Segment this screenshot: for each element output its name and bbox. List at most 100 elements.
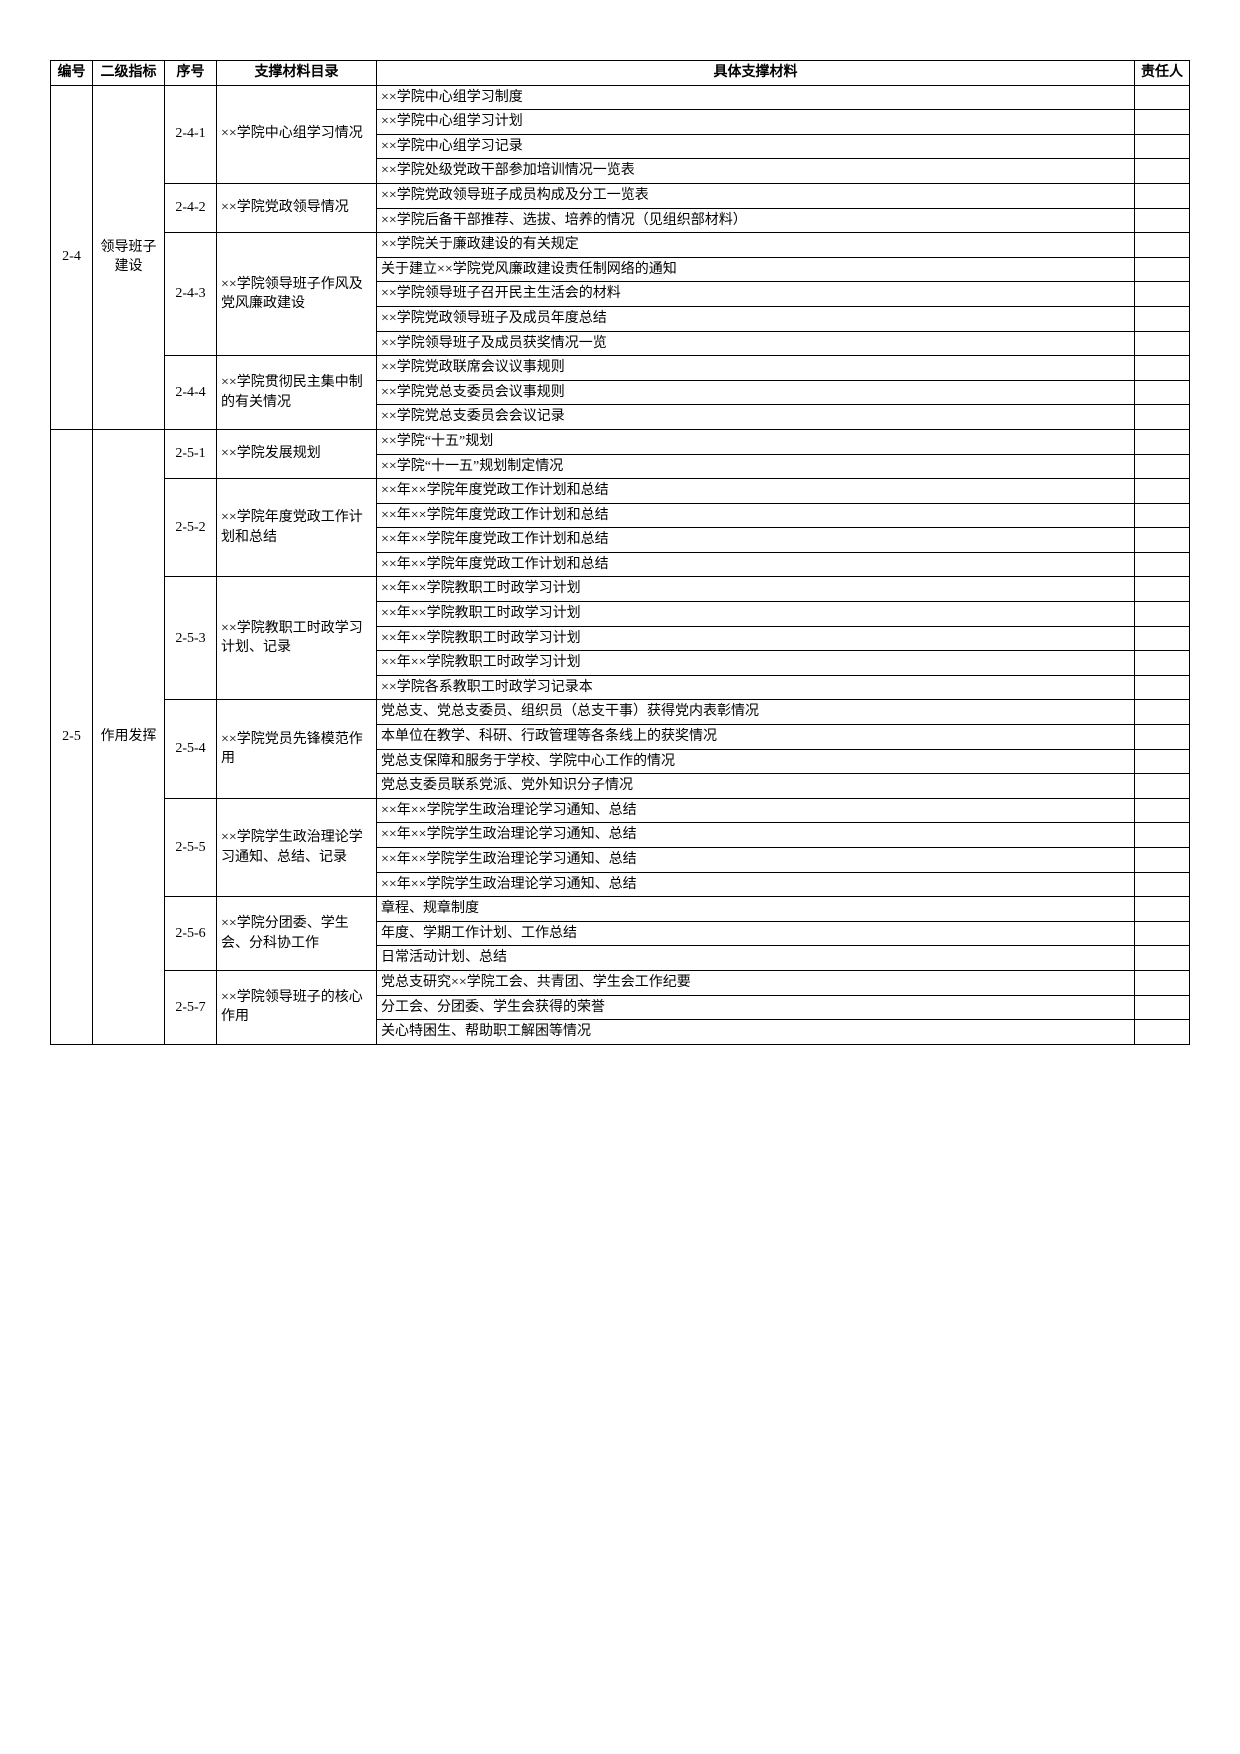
cell-zeren bbox=[1135, 626, 1190, 651]
cell-zhicheng: ××学院分团委、学生会、分科协工作 bbox=[217, 897, 377, 971]
cell-xuhao: 2-5-6 bbox=[165, 897, 217, 971]
cell-zeren bbox=[1135, 823, 1190, 848]
cell-zeren bbox=[1135, 872, 1190, 897]
cell-xuhao: 2-5-7 bbox=[165, 970, 217, 1044]
cell-zeren bbox=[1135, 774, 1190, 799]
cell-zeren bbox=[1135, 995, 1190, 1020]
cell-juti: 党总支委员联系党派、党外知识分子情况 bbox=[377, 774, 1135, 799]
table-row: 2-5-6××学院分团委、学生会、分科协工作章程、规章制度 bbox=[51, 897, 1190, 922]
cell-zeren bbox=[1135, 970, 1190, 995]
cell-juti: ××学院中心组学习记录 bbox=[377, 134, 1135, 159]
cell-juti: ××年××学院学生政治理论学习通知、总结 bbox=[377, 848, 1135, 873]
cell-juti: ××学院后备干部推荐、选拔、培养的情况（见组织部材料） bbox=[377, 208, 1135, 233]
cell-zeren bbox=[1135, 848, 1190, 873]
cell-zeren bbox=[1135, 134, 1190, 159]
cell-zeren bbox=[1135, 552, 1190, 577]
table-row: 2-4-3××学院领导班子作风及党风廉政建设××学院关于廉政建设的有关规定 bbox=[51, 233, 1190, 258]
cell-erji: 作用发挥 bbox=[93, 429, 165, 1044]
cell-juti: ××年××学院年度党政工作计划和总结 bbox=[377, 528, 1135, 553]
cell-zhicheng: ××学院学生政治理论学习通知、总结、记录 bbox=[217, 798, 377, 896]
cell-juti: ××学院党政联席会议议事规则 bbox=[377, 356, 1135, 381]
cell-zeren bbox=[1135, 725, 1190, 750]
cell-juti: ××学院关于廉政建设的有关规定 bbox=[377, 233, 1135, 258]
cell-zeren bbox=[1135, 306, 1190, 331]
table-header-row: 编号 二级指标 序号 支撑材料目录 具体支撑材料 责任人 bbox=[51, 61, 1190, 86]
table-row: 2-5-5××学院学生政治理论学习通知、总结、记录××年××学院学生政治理论学习… bbox=[51, 798, 1190, 823]
cell-zhicheng: ××学院领导班子的核心作用 bbox=[217, 970, 377, 1044]
cell-juti: ××学院“十一五”规划制定情况 bbox=[377, 454, 1135, 479]
cell-xuhao: 2-4-1 bbox=[165, 85, 217, 183]
cell-zeren bbox=[1135, 503, 1190, 528]
cell-zhicheng: ××学院贯彻民主集中制的有关情况 bbox=[217, 356, 377, 430]
cell-zeren bbox=[1135, 208, 1190, 233]
cell-zeren bbox=[1135, 159, 1190, 184]
cell-juti: 党总支研究××学院工会、共青团、学生会工作纪要 bbox=[377, 970, 1135, 995]
cell-juti: ××学院“十五”规划 bbox=[377, 429, 1135, 454]
cell-juti: 本单位在教学、科研、行政管理等各条线上的获奖情况 bbox=[377, 725, 1135, 750]
cell-zeren bbox=[1135, 1020, 1190, 1045]
cell-juti: ××年××学院教职工时政学习计划 bbox=[377, 626, 1135, 651]
cell-juti: ××年××学院年度党政工作计划和总结 bbox=[377, 503, 1135, 528]
cell-zeren bbox=[1135, 798, 1190, 823]
cell-zhicheng: ××学院中心组学习情况 bbox=[217, 85, 377, 183]
cell-xuhao: 2-5-3 bbox=[165, 577, 217, 700]
cell-juti: ××年××学院教职工时政学习计划 bbox=[377, 602, 1135, 627]
cell-zeren bbox=[1135, 675, 1190, 700]
cell-bianhao: 2-5 bbox=[51, 429, 93, 1044]
table-row: 2-5-4××学院党员先锋模范作用党总支、党总支委员、组织员（总支干事）获得党内… bbox=[51, 700, 1190, 725]
cell-juti: ××学院党政领导班子及成员年度总结 bbox=[377, 306, 1135, 331]
cell-zeren bbox=[1135, 749, 1190, 774]
cell-zeren bbox=[1135, 429, 1190, 454]
cell-juti: ××学院党政领导班子成员构成及分工一览表 bbox=[377, 183, 1135, 208]
cell-juti: 日常活动计划、总结 bbox=[377, 946, 1135, 971]
cell-zeren bbox=[1135, 405, 1190, 430]
cell-bianhao: 2-4 bbox=[51, 85, 93, 429]
materials-table: 编号 二级指标 序号 支撑材料目录 具体支撑材料 责任人 2-4领导班子建设2-… bbox=[50, 60, 1190, 1045]
cell-juti: ××学院中心组学习计划 bbox=[377, 110, 1135, 135]
cell-zhicheng: ××学院教职工时政学习计划、记录 bbox=[217, 577, 377, 700]
cell-zeren bbox=[1135, 380, 1190, 405]
cell-zeren bbox=[1135, 946, 1190, 971]
cell-zeren bbox=[1135, 233, 1190, 258]
cell-juti: 关于建立××学院党风廉政建设责任制网络的通知 bbox=[377, 257, 1135, 282]
cell-zeren bbox=[1135, 921, 1190, 946]
table-row: 2-5作用发挥2-5-1××学院发展规划××学院“十五”规划 bbox=[51, 429, 1190, 454]
cell-juti: ××学院处级党政干部参加培训情况一览表 bbox=[377, 159, 1135, 184]
cell-xuhao: 2-5-4 bbox=[165, 700, 217, 798]
cell-zeren bbox=[1135, 356, 1190, 381]
cell-zeren bbox=[1135, 602, 1190, 627]
cell-juti: 年度、学期工作计划、工作总结 bbox=[377, 921, 1135, 946]
cell-zeren bbox=[1135, 110, 1190, 135]
cell-zeren bbox=[1135, 331, 1190, 356]
cell-juti: ××学院党总支委员会议事规则 bbox=[377, 380, 1135, 405]
cell-zeren bbox=[1135, 282, 1190, 307]
cell-zeren bbox=[1135, 479, 1190, 504]
cell-zeren bbox=[1135, 454, 1190, 479]
table-row: 2-5-7××学院领导班子的核心作用党总支研究××学院工会、共青团、学生会工作纪… bbox=[51, 970, 1190, 995]
cell-juti: ××年××学院学生政治理论学习通知、总结 bbox=[377, 872, 1135, 897]
table-row: 2-4-4××学院贯彻民主集中制的有关情况××学院党政联席会议议事规则 bbox=[51, 356, 1190, 381]
cell-xuhao: 2-5-5 bbox=[165, 798, 217, 896]
header-xuhao: 序号 bbox=[165, 61, 217, 86]
cell-zhicheng: ××学院党政领导情况 bbox=[217, 183, 377, 232]
cell-zeren bbox=[1135, 528, 1190, 553]
header-juti: 具体支撑材料 bbox=[377, 61, 1135, 86]
cell-juti: ××年××学院年度党政工作计划和总结 bbox=[377, 479, 1135, 504]
cell-zhicheng: ××学院年度党政工作计划和总结 bbox=[217, 479, 377, 577]
cell-xuhao: 2-5-2 bbox=[165, 479, 217, 577]
cell-juti: ××学院党总支委员会会议记录 bbox=[377, 405, 1135, 430]
header-erji: 二级指标 bbox=[93, 61, 165, 86]
table-row: 2-5-3××学院教职工时政学习计划、记录××年××学院教职工时政学习计划 bbox=[51, 577, 1190, 602]
cell-zhicheng: ××学院党员先锋模范作用 bbox=[217, 700, 377, 798]
cell-juti: ××年××学院年度党政工作计划和总结 bbox=[377, 552, 1135, 577]
cell-juti: ××年××学院教职工时政学习计划 bbox=[377, 577, 1135, 602]
cell-juti: 关心特困生、帮助职工解困等情况 bbox=[377, 1020, 1135, 1045]
table-row: 2-4-2××学院党政领导情况××学院党政领导班子成员构成及分工一览表 bbox=[51, 183, 1190, 208]
header-bianhao: 编号 bbox=[51, 61, 93, 86]
cell-zeren bbox=[1135, 897, 1190, 922]
cell-xuhao: 2-5-1 bbox=[165, 429, 217, 478]
cell-zhicheng: ××学院发展规划 bbox=[217, 429, 377, 478]
header-zhicheng: 支撑材料目录 bbox=[217, 61, 377, 86]
header-zeren: 责任人 bbox=[1135, 61, 1190, 86]
cell-zeren bbox=[1135, 257, 1190, 282]
